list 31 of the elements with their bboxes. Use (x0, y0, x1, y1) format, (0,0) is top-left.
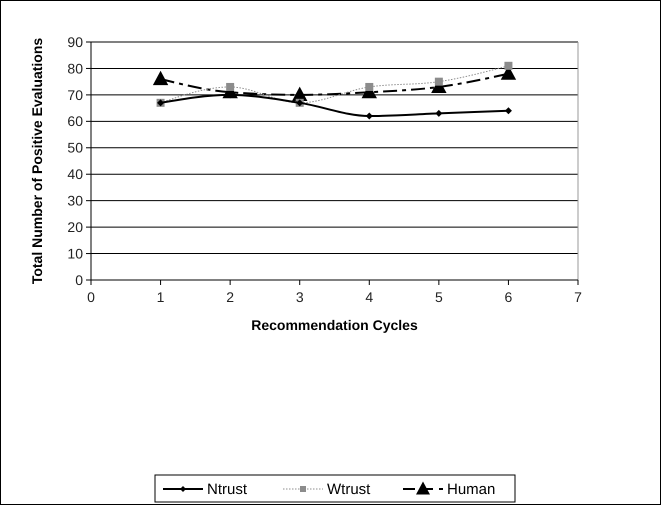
point (152, 70, 168, 86)
y-tick-label: 0 (75, 272, 84, 288)
x-tick-label: 1 (156, 289, 165, 305)
y-tick-label: 80 (67, 60, 84, 76)
y-axis-title: Total Number of Positive Evaluations (29, 38, 45, 284)
x-tick-label: 7 (574, 289, 582, 305)
point (504, 62, 512, 70)
y-tick-label: 20 (67, 219, 84, 236)
y-tick-label: 90 (67, 34, 84, 50)
x-axis-title: Recommendation Cycles (251, 317, 418, 333)
x-tick-label: 2 (226, 289, 234, 305)
x-tick-label: 6 (504, 289, 513, 305)
point (226, 82, 234, 91)
y-tick-label: 30 (67, 192, 84, 209)
y-tick-label: 50 (67, 140, 84, 156)
x-tick-label: 0 (87, 289, 96, 305)
point (434, 78, 443, 86)
x-tick-label: 5 (434, 289, 443, 305)
y-tick-label: 40 (67, 166, 84, 182)
legend-label: Human (447, 481, 496, 498)
y-tick-label: 70 (67, 86, 84, 103)
x-tick-label: 3 (296, 289, 304, 305)
y-tick-label: 10 (67, 245, 84, 262)
legend-label: Wtrust (327, 481, 372, 498)
point (365, 82, 374, 91)
point (435, 110, 442, 117)
point (366, 112, 373, 120)
legend-label: Ntrust (207, 481, 248, 498)
x-tick-label: 4 (365, 289, 374, 305)
y-tick-label: 60 (67, 113, 84, 130)
point (504, 107, 512, 114)
